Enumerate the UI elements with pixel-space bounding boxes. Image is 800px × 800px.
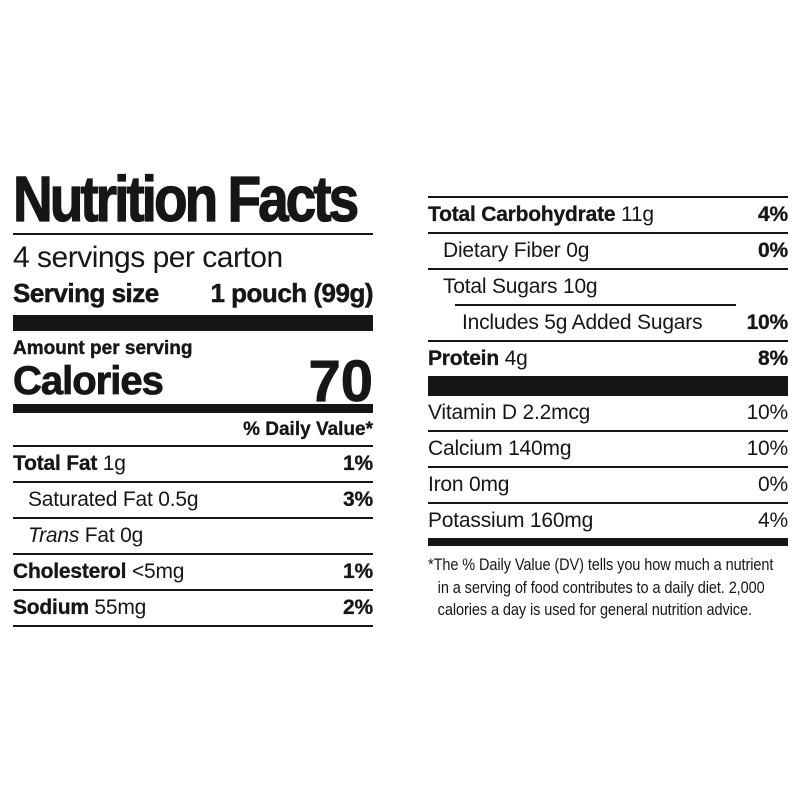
nutrient-name: Sodium [13, 596, 89, 619]
nutrient-row-total-fat: Total Fat 1g 1% [13, 447, 373, 483]
nutrient-amount: Iron 0mg [428, 473, 510, 496]
nutrient-row-sodium: Sodium 55mg 2% [13, 591, 373, 627]
nutrient-label: Potassium 160mg [428, 508, 593, 534]
nutrient-label: Saturated Fat 0.5g [13, 487, 199, 513]
daily-value: 1% [343, 560, 373, 583]
nutrient-name: Total Fat [13, 452, 98, 475]
label-left-column: Nutrition Facts 4 servings per carton Se… [12, 163, 374, 627]
servings-per-container: 4 servings per carton [13, 241, 283, 274]
daily-value: 1% [343, 452, 373, 475]
daily-value: 10% [746, 437, 789, 460]
nutrient-name: Total Carbohydrate [428, 203, 616, 226]
daily-value: 10% [746, 311, 788, 334]
nutrient-row-added-sugars: Includes 5g Added Sugars 10% [428, 306, 788, 342]
nutrient-row-protein: Protein 4g 8% [428, 342, 788, 376]
section-bar-footnote [428, 538, 788, 546]
serving-size-label: Serving size [13, 278, 160, 309]
nutrient-label: Total Carbohydrate 11g [428, 202, 654, 228]
calories-row: Calories 70 [13, 349, 374, 414]
nutrition-facts-title: Nutrition Facts [12, 163, 359, 235]
footnote-line: in a serving of food contributes to a da… [437, 578, 765, 597]
nutrient-amount: Calcium 140mg [428, 437, 572, 460]
daily-value: 4% [758, 509, 788, 532]
nutrient-amount: Total Sugars 10g [443, 275, 598, 298]
section-bar-thick [13, 315, 373, 331]
footnote: *The % Daily Value (DV) tells you how mu… [428, 554, 788, 622]
section-bar-medium [13, 404, 373, 413]
nutrient-row-dietary-fiber: Dietary Fiber 0g 0% [428, 234, 788, 270]
nutrient-row-total-carbohydrate: Total Carbohydrate 11g 4% [428, 198, 788, 234]
added-sugars-divider [455, 304, 736, 306]
footnote-line: calories a day is used for general nutri… [437, 601, 752, 619]
calories-label: Calories [13, 359, 165, 403]
daily-value: 2% [343, 596, 373, 619]
nutrient-amount: 1g [97, 452, 126, 475]
nutrient-amount: 11g [615, 203, 654, 226]
serving-size-value: 1 pouch (99g) [210, 278, 374, 309]
nutrient-label: Total Fat 1g [13, 451, 126, 477]
daily-value: 0% [758, 239, 788, 262]
nutrient-amount: Includes 5g Added Sugars [462, 311, 703, 334]
nutrient-label: Protein 4g [428, 346, 528, 372]
nutrient-label: Includes 5g Added Sugars [428, 310, 703, 336]
label-right-column: Total Carbohydrate 11g 4% Dietary Fiber … [428, 196, 788, 622]
nutrient-label: Calcium 140mg [428, 436, 571, 462]
nutrient-amount: 55mg [88, 596, 147, 619]
nutrient-label: Total Sugars 10g [428, 274, 598, 300]
daily-value-header: % Daily Value* [13, 413, 373, 447]
daily-value: 10% [746, 401, 789, 424]
title-block: Nutrition Facts [12, 163, 373, 235]
nutrient-row-calcium: Calcium 140mg 10% [428, 432, 788, 468]
nutrient-row-cholesterol: Cholesterol <5mg 1% [13, 555, 373, 591]
daily-value: 0% [758, 473, 788, 496]
nutrient-row-potassium: Potassium 160mg 4% [428, 504, 788, 538]
nutrient-label: Iron 0mg [428, 472, 509, 498]
nutrient-label: Trans Fat 0g [13, 523, 143, 549]
section-bar-thick [428, 376, 788, 396]
nutrient-row-vitamin-d: Vitamin D 2.2mcg 10% [428, 396, 788, 432]
calories-value: 70 [308, 349, 373, 414]
daily-value: 3% [343, 488, 373, 511]
nutrient-name: Protein [428, 347, 499, 370]
nutrient-name-italic: Trans [28, 524, 80, 547]
nutrient-amount: Potassium 160mg [428, 509, 594, 532]
column-top-rule [428, 196, 788, 198]
nutrient-row-trans-fat: Trans Fat 0g [13, 519, 373, 555]
nutrient-row-iron: Iron 0mg 0% [428, 468, 788, 504]
serving-size-row: Serving size 1 pouch (99g) [13, 277, 374, 309]
nutrient-label: Cholesterol <5mg [13, 559, 185, 585]
nutrient-amount: <5mg [126, 560, 185, 583]
nutrient-row-total-sugars: Total Sugars 10g [428, 270, 788, 304]
daily-value: 8% [758, 347, 788, 370]
nutrient-amount: Dietary Fiber 0g [443, 239, 590, 262]
nutrient-amount: Vitamin D 2.2mcg [428, 401, 591, 424]
nutrient-row-saturated-fat: Saturated Fat 0.5g 3% [13, 483, 373, 519]
daily-value: 4% [758, 203, 788, 226]
nutrient-label: Dietary Fiber 0g [428, 238, 589, 264]
footnote-line: *The % Daily Value (DV) tells you how mu… [428, 556, 774, 574]
nutrient-label: Sodium 55mg [13, 595, 147, 621]
nutrient-amount: Fat 0g [79, 524, 144, 547]
nutrient-label: Vitamin D 2.2mcg [428, 400, 590, 426]
nutrient-name: Cholesterol [13, 560, 127, 583]
nutrient-amount: Saturated Fat 0.5g [28, 488, 199, 511]
nutrient-amount: 4g [498, 347, 528, 370]
amount-per-serving-label: Amount per serving [13, 338, 193, 359]
